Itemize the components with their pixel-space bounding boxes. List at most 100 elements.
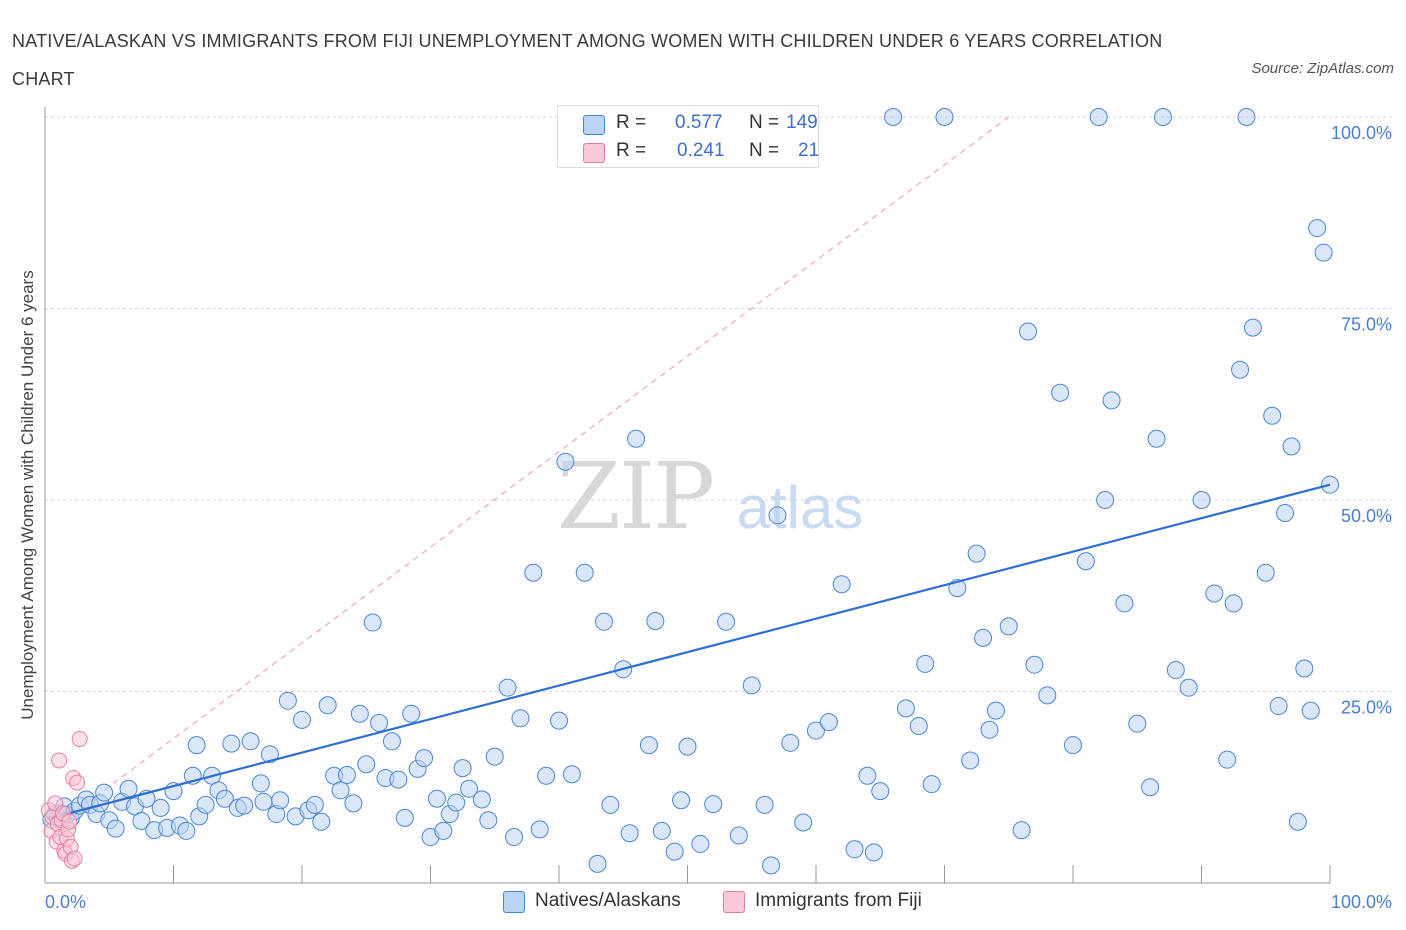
native-point [1038, 686, 1057, 705]
native-point [485, 747, 504, 766]
native-point [530, 820, 549, 839]
native-point [871, 782, 890, 801]
native-point [278, 691, 297, 710]
native-point [922, 775, 941, 794]
native-point [260, 745, 279, 764]
native-point [395, 808, 414, 827]
watermark-atlas: atlas [737, 474, 864, 541]
native-point [305, 795, 324, 814]
native-point [177, 821, 196, 840]
native-point [505, 828, 524, 847]
native-point [241, 732, 260, 751]
legend-fiji-label: Immigrants from Fiji [755, 890, 922, 911]
native-point [1263, 406, 1282, 425]
native-point [254, 792, 273, 811]
y-tick-label: 50.0% [1341, 506, 1392, 526]
native-point [511, 709, 530, 728]
native-point [980, 720, 999, 739]
native-point [858, 766, 877, 785]
native-point [832, 575, 851, 594]
native-point [916, 654, 935, 673]
native-point [447, 793, 466, 812]
native-point [222, 734, 241, 753]
native-point [986, 701, 1005, 720]
native-point [717, 612, 736, 631]
fiji-n-value: 21 [798, 140, 820, 161]
native-point [357, 755, 376, 774]
native-point [434, 821, 453, 840]
y-tick-label: 75.0% [1341, 315, 1392, 335]
x-tick-label: 100.0% [1331, 892, 1392, 912]
fiji-point [69, 774, 86, 791]
native-point [1089, 108, 1108, 126]
native-point [331, 781, 350, 800]
native-point [896, 699, 915, 718]
native-point [251, 774, 270, 793]
native-point [1269, 697, 1288, 716]
native-point [1282, 437, 1301, 456]
native-point [370, 713, 389, 732]
native-point [672, 791, 691, 810]
fiji-r-value: 0.241 [677, 140, 725, 161]
native-point [627, 429, 646, 448]
native-point [1192, 491, 1211, 509]
native-point [1025, 655, 1044, 674]
native-point [415, 749, 434, 768]
y-tick-label: 25.0% [1341, 698, 1392, 718]
native-point [864, 843, 883, 862]
native-point [498, 678, 517, 697]
native-point [1205, 584, 1224, 603]
legend-native-swatch [503, 891, 525, 913]
native-point [1314, 243, 1333, 262]
y-tick-label: 100.0% [1331, 123, 1392, 143]
native-r-value: 0.577 [675, 112, 723, 133]
native-point [588, 854, 607, 873]
native-point [762, 856, 781, 875]
native-point [819, 713, 838, 732]
native-point [1166, 661, 1185, 680]
native-r-label: R = [616, 112, 647, 133]
native-point [427, 789, 446, 808]
native-point [1115, 594, 1134, 613]
fiji-point [66, 850, 83, 867]
native-point [95, 783, 114, 802]
native-point [781, 733, 800, 752]
native-point [967, 544, 986, 563]
native-point [652, 821, 671, 840]
native-point [678, 737, 697, 756]
native-point [1102, 391, 1121, 410]
native-point [1256, 563, 1275, 582]
native-point [312, 812, 331, 831]
watermark-zip: ZIP [557, 443, 713, 550]
native-point [187, 736, 206, 755]
native-point [344, 794, 363, 813]
native-point [1076, 552, 1095, 571]
native-point [389, 770, 408, 789]
native-point [1179, 678, 1198, 697]
fiji-point [61, 813, 78, 830]
native-point [1141, 778, 1160, 797]
native-point [755, 795, 774, 814]
native-point [215, 789, 234, 808]
native-point [556, 452, 575, 471]
native-point [807, 721, 825, 740]
native-point [472, 790, 491, 809]
legend-native-label: Natives/Alaskans [535, 890, 681, 911]
native-point [350, 704, 369, 723]
native-point [1301, 701, 1320, 720]
native-point [318, 696, 337, 715]
native-point [742, 676, 761, 695]
native-point [794, 813, 813, 832]
native-point [768, 506, 787, 525]
native-point [1128, 714, 1147, 733]
native-point [550, 711, 568, 730]
native-point [1064, 736, 1082, 755]
native-point [1051, 383, 1070, 402]
native-n-value: 149 [786, 112, 818, 133]
native-point [537, 766, 556, 785]
native-point [704, 795, 723, 814]
native-point [1295, 659, 1314, 678]
native-swatch [583, 115, 605, 135]
native-point [884, 108, 903, 126]
native-point [1237, 108, 1256, 126]
